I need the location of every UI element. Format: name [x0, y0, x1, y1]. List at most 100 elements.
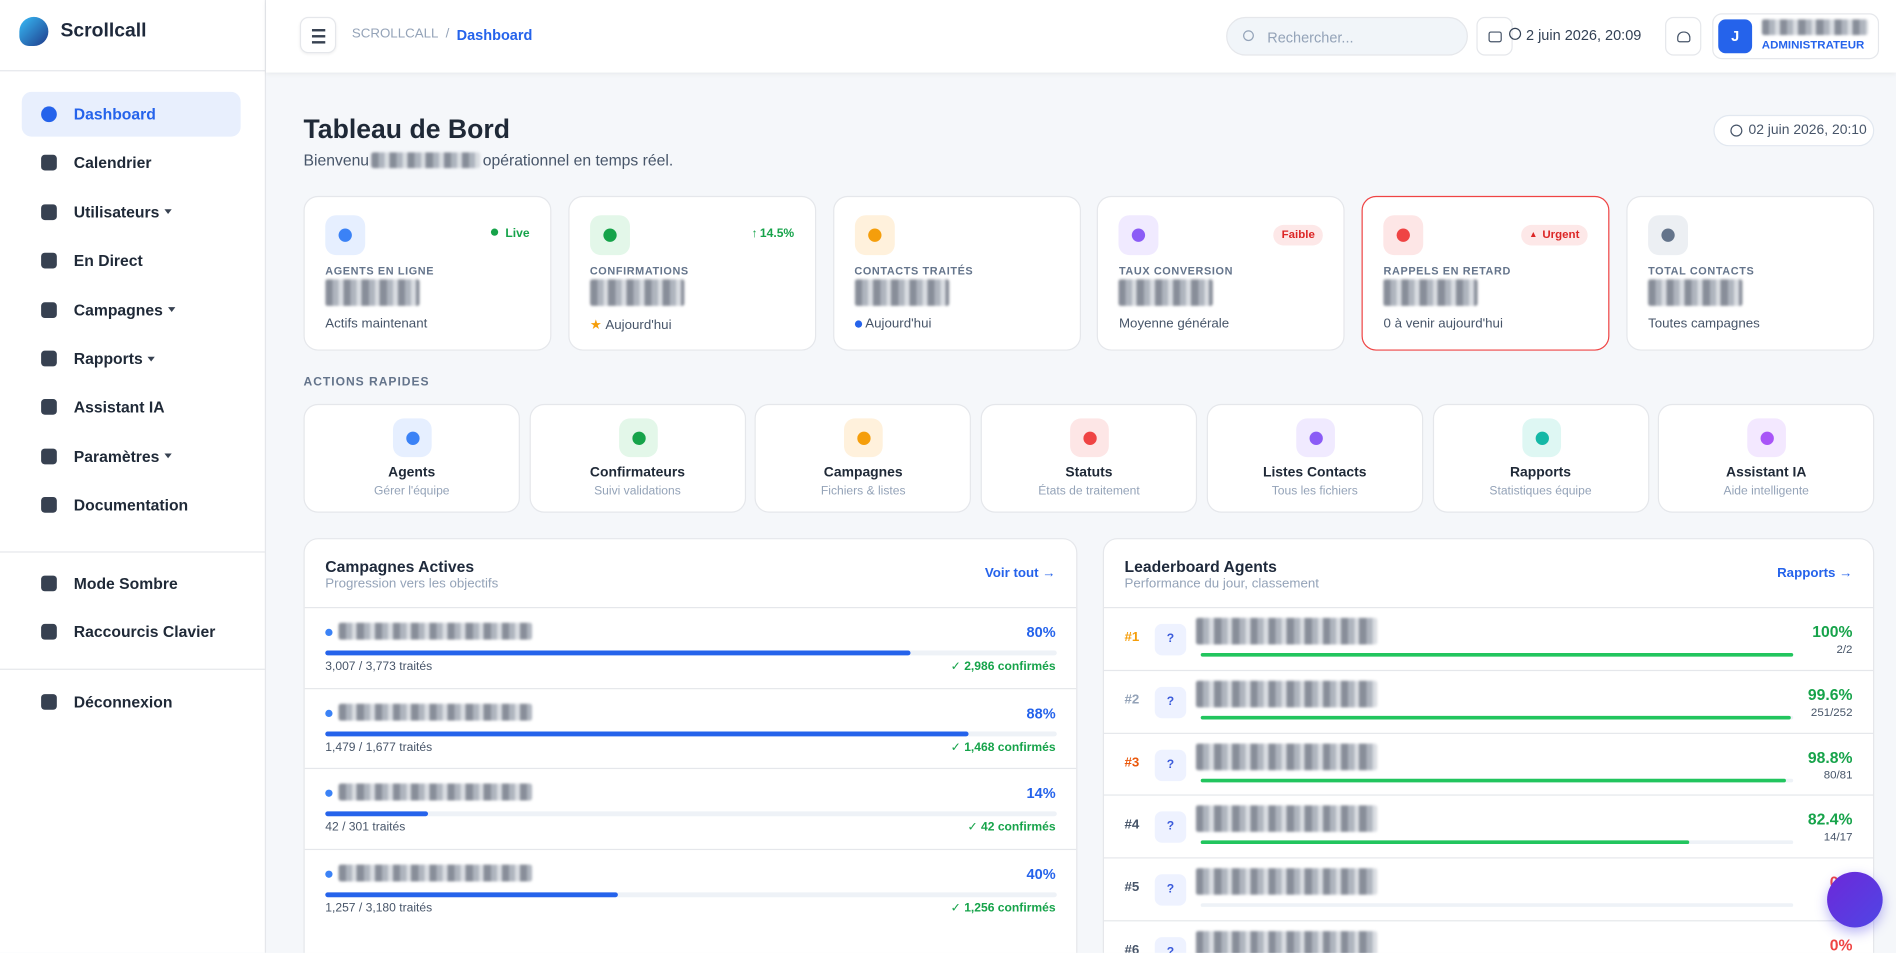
agent-percent: 100%	[1812, 622, 1853, 641]
icon-glyph	[632, 431, 646, 445]
stat-badge: Live	[491, 227, 529, 240]
nav-item[interactable]: En Direct	[22, 238, 241, 283]
campaign-confirmed: 1,256 confirmés	[951, 901, 1055, 914]
divider	[0, 668, 267, 670]
menu-toggle[interactable]	[299, 16, 337, 54]
breadcrumb-root[interactable]: SCROLLCALL	[351, 26, 439, 42]
keyboard-button[interactable]	[1476, 16, 1513, 56]
nav-item[interactable]: Documentation	[22, 483, 241, 528]
stat-icon	[1648, 215, 1689, 256]
panel-link[interactable]: Rapports	[1777, 566, 1852, 581]
stat-value-redacted	[589, 279, 685, 306]
nav-label: Documentation	[73, 495, 189, 515]
action-title: Agents	[388, 465, 436, 481]
dot-icon	[854, 320, 862, 328]
agent-ratio: 80/81	[1823, 768, 1853, 782]
breadcrumb: SCROLLCALL / Dashboard	[352, 27, 533, 44]
agent-percent: 98.8%	[1807, 747, 1853, 767]
nav-icon	[41, 575, 57, 592]
campaign-row: 40% 1,257 / 3,180 traités 1,256 confirmés	[304, 848, 1077, 928]
call-button[interactable]	[1827, 871, 1883, 928]
quick-action[interactable]: Assistant IA Aide intelligente	[1658, 403, 1875, 513]
nav-item[interactable]: Calendrier	[22, 141, 241, 186]
agent-name-redacted	[1195, 743, 1378, 770]
campaign-name-redacted	[338, 863, 533, 881]
user-menu[interactable]: J ADMINISTRATEUR	[1712, 13, 1880, 60]
nav-item[interactable]: Mode Sombre	[22, 561, 241, 606]
agent-avatar: ?	[1154, 874, 1187, 906]
action-icon	[392, 418, 432, 458]
progress-track	[325, 730, 1057, 736]
dropdown-caret	[164, 453, 172, 459]
menu-line	[311, 35, 326, 37]
nav-item[interactable]: Utilisateurs	[22, 190, 241, 235]
nav-icon	[41, 350, 57, 367]
quick-action[interactable]: Agents Gérer l'équipe	[303, 403, 520, 513]
nav-item[interactable]: Paramètres	[22, 434, 241, 479]
stat-icon	[589, 215, 630, 256]
agent-name-redacted	[1195, 617, 1378, 645]
notifications-button[interactable]	[1665, 16, 1702, 56]
stat-icon	[1118, 215, 1159, 256]
breadcrumb-sep: /	[445, 26, 450, 42]
agent-ratio: 14/17	[1823, 831, 1853, 845]
agent-percent: 99.6%	[1807, 685, 1853, 704]
stat-card: Faible TAUX CONVERSION Moyenne générale	[1097, 195, 1346, 351]
leaderboard-panel: Leaderboard Agents Performance du jour, c…	[1102, 538, 1875, 953]
progress-track	[325, 650, 1057, 656]
stat-icon	[325, 215, 366, 256]
nav-item[interactable]: Raccourcis Clavier	[22, 610, 241, 655]
nav-label: Assistant IA	[73, 398, 165, 417]
search-input[interactable]: Rechercher...	[1226, 16, 1468, 56]
action-title: Assistant IA	[1726, 465, 1807, 481]
user-role: ADMINISTRATEUR	[1761, 38, 1865, 52]
quick-action[interactable]: Listes Contacts Tous les fichiers	[1206, 403, 1423, 513]
campaign-name-redacted	[338, 703, 533, 721]
panel-subtitle: Progression vers les objectifs	[325, 576, 499, 592]
leaderboard-row: #2? 99.6% 251/252	[1103, 669, 1874, 733]
agent-avatar: ?	[1154, 686, 1187, 719]
leaderboard-row: #4? 82.4% 14/17	[1103, 794, 1874, 858]
breadcrumb-current: Dashboard	[456, 26, 533, 44]
stat-badge: Faible	[1273, 224, 1324, 246]
topbar: SCROLLCALL / Dashboard Rechercher... 2 juin …	[266, 0, 1896, 73]
nav-item[interactable]: Rapports	[22, 336, 241, 381]
footnote-text: Toutes campagnes	[1648, 316, 1760, 332]
panel-link[interactable]: Voir tout	[985, 566, 1056, 581]
footnote-text: Aujourd'hui	[605, 317, 672, 332]
agent-name-redacted	[1195, 868, 1378, 896]
action-icon	[1521, 418, 1561, 458]
stat-footnote: Toutes campagnes	[1648, 317, 1760, 332]
nav-icon	[41, 252, 57, 269]
dropdown-caret	[167, 307, 175, 313]
icon	[1677, 31, 1691, 43]
agent-avatar: ?	[1154, 937, 1187, 953]
progress-fill	[325, 891, 618, 897]
stat-footnote: Actifs maintenant	[325, 317, 427, 332]
footnote-text: Actifs maintenant	[325, 316, 428, 332]
nav-item[interactable]: Assistant IA	[22, 385, 241, 430]
action-subtitle: Aide intelligente	[1723, 484, 1809, 499]
logout[interactable]: Déconnexion	[22, 680, 241, 725]
quick-action[interactable]: Rapports Statistiques équipe	[1432, 403, 1649, 513]
stat-icon	[1383, 215, 1424, 256]
divider	[0, 551, 267, 553]
rank: #6	[1124, 943, 1140, 953]
rank: #1	[1124, 629, 1140, 645]
campaign-processed: 3,007 / 3,773 traités	[325, 660, 433, 674]
action-icon	[1070, 418, 1109, 458]
nav-item[interactable]: Campagnes	[22, 287, 241, 332]
agent-name-redacted	[1195, 931, 1378, 953]
quick-action[interactable]: Statuts États de traitement	[980, 403, 1198, 513]
campaign-confirmed: 2,986 confirmés	[951, 660, 1055, 673]
quick-action[interactable]: Campagnes Fichiers & listes	[755, 403, 972, 513]
brand[interactable]: Scrollcall	[19, 16, 146, 46]
progress-fill	[1200, 840, 1689, 845]
nav-item[interactable]: Dashboard	[21, 91, 241, 137]
campaigns-panel: Campagnes Actives Progression vers les ob…	[303, 538, 1078, 953]
quick-action[interactable]: Confirmateurs Suivi validations	[529, 403, 746, 513]
stat-card: Urgent RAPPELS EN RETARD 0 à venir aujourd…	[1361, 195, 1610, 351]
action-icon	[618, 418, 658, 458]
stat-label: CONFIRMATIONS	[589, 264, 689, 277]
